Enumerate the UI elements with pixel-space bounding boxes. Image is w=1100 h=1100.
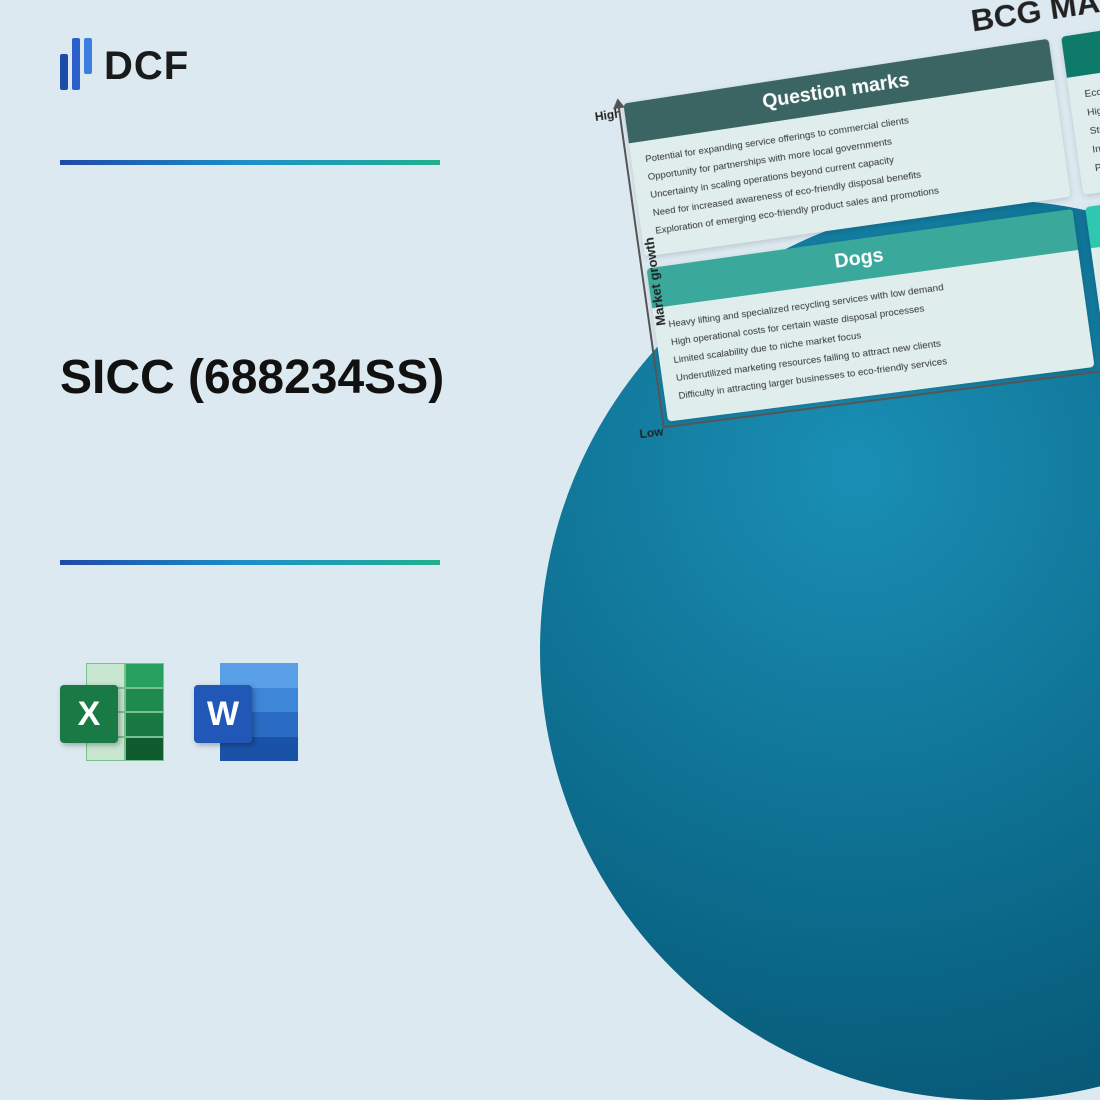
- quadrant-body: Pay-per-volu Subscriptior Establishec Mi…: [1091, 227, 1100, 366]
- app-icons: X W: [60, 657, 304, 767]
- divider-bottom: [60, 560, 440, 565]
- logo: DCF: [60, 40, 189, 92]
- y-axis-arrow-icon: [612, 97, 625, 109]
- divider-top: [60, 160, 440, 165]
- bcg-matrix: BCG MATRIX High Low Market growth Market…: [572, 0, 1100, 468]
- y-axis-low-label: Low: [639, 425, 665, 442]
- word-badge-letter: W: [194, 685, 252, 743]
- word-icon: W: [194, 657, 304, 767]
- excel-badge-letter: X: [60, 685, 118, 743]
- page-title: SICC (688234SS): [60, 350, 444, 405]
- logo-bars-icon: [60, 40, 92, 92]
- logo-text: DCF: [104, 44, 189, 89]
- quadrant-header: [1085, 186, 1100, 249]
- excel-icon: X: [60, 657, 170, 767]
- quadrant-stars: Eco-friendly junk remo High demand among…: [1061, 13, 1100, 195]
